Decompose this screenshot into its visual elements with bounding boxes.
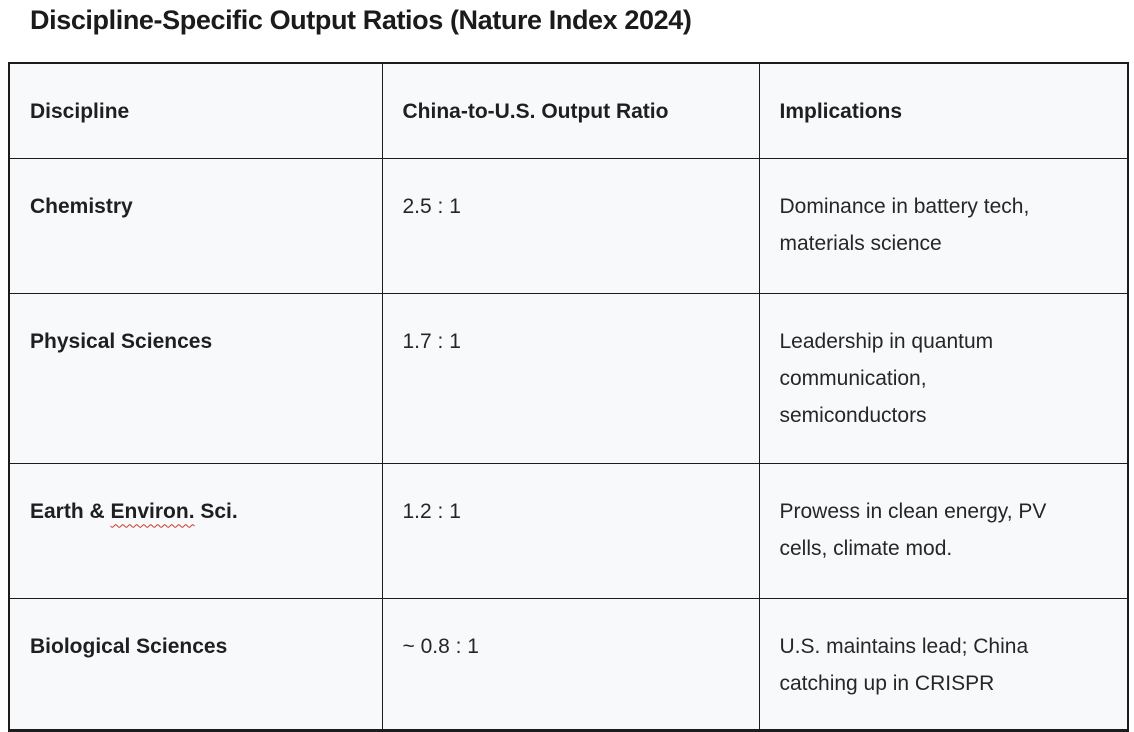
cell-ratio-biological-sciences: ~ 0.8 : 1 bbox=[381, 597, 760, 731]
table-header-row: Discipline China-to-U.S. Output Ratio Im… bbox=[8, 62, 1129, 159]
cell-ratio-physical-sciences: 1.7 : 1 bbox=[381, 292, 760, 464]
misspelled-word-environ: Environ. bbox=[110, 499, 195, 523]
cell-implications-biological-sciences: U.S. maintains lead; China catching up i… bbox=[758, 597, 1129, 731]
cell-discipline-earth-environ-sci: Earth & Environ. Sci. bbox=[8, 462, 383, 599]
cell-implications-earth-environ-sci: Prowess in clean energy, PV cells, clima… bbox=[758, 462, 1129, 599]
discipline-text-prefix: Earth & bbox=[30, 499, 111, 523]
column-header-discipline: Discipline bbox=[8, 62, 383, 159]
cell-discipline-chemistry: Chemistry bbox=[8, 157, 383, 294]
page-title: Discipline-Specific Output Ratios (Natur… bbox=[30, 5, 692, 35]
table-row-biological-sciences: Biological Sciences ~ 0.8 : 1 U.S. maint… bbox=[8, 597, 1129, 731]
output-ratios-table: Discipline China-to-U.S. Output Ratio Im… bbox=[8, 62, 1129, 732]
cell-ratio-chemistry: 2.5 : 1 bbox=[381, 157, 760, 294]
column-header-output-ratio: China-to-U.S. Output Ratio bbox=[381, 62, 760, 159]
table-row-physical-sciences: Physical Sciences 1.7 : 1 Leadership in … bbox=[8, 292, 1129, 464]
discipline-text-suffix: Sci. bbox=[194, 499, 238, 523]
column-header-implications: Implications bbox=[758, 62, 1129, 159]
cell-ratio-earth-environ-sci: 1.2 : 1 bbox=[381, 462, 760, 599]
cell-implications-physical-sciences: Leadership in quantum communication, sem… bbox=[758, 292, 1129, 464]
cell-discipline-physical-sciences: Physical Sciences bbox=[8, 292, 383, 464]
table-row-earth-environ-sci: Earth & Environ. Sci. 1.2 : 1 Prowess in… bbox=[8, 462, 1129, 599]
cell-discipline-biological-sciences: Biological Sciences bbox=[8, 597, 383, 731]
cell-implications-chemistry: Dominance in battery tech, materials sci… bbox=[758, 157, 1129, 294]
table-row-chemistry: Chemistry 2.5 : 1 Dominance in battery t… bbox=[8, 157, 1129, 294]
